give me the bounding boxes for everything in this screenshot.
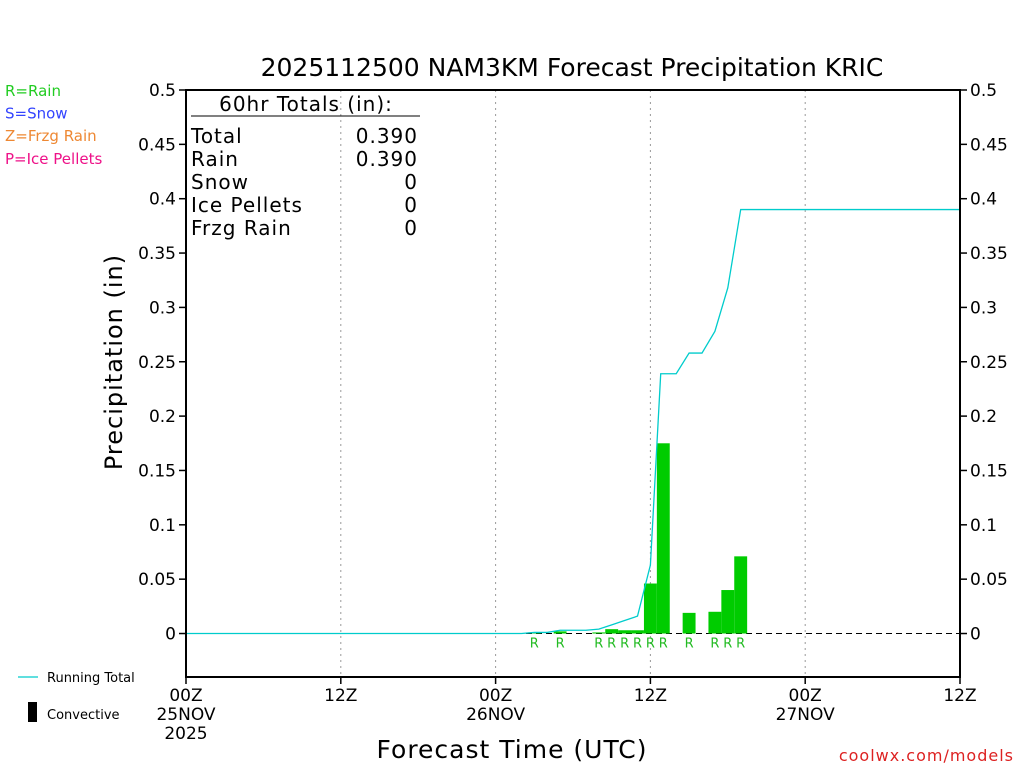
x-tick-label: 26NOV	[466, 705, 525, 725]
precip-type-letter: R	[659, 637, 668, 652]
y-tick-label-right: 0	[970, 625, 981, 645]
y-tick-label-right: 0.35	[970, 244, 1008, 264]
precip-type-letter: R	[556, 637, 565, 652]
convective-legend-label: Convective	[47, 708, 120, 723]
y-tick-label-left: 0.35	[138, 244, 176, 264]
bar-hour-43	[734, 556, 748, 634]
totals-row-value: 0.390	[356, 124, 418, 148]
plot-frame	[185, 89, 961, 678]
convective-legend-swatch	[28, 702, 37, 722]
x-axis-title: Forecast Time (UTC)	[377, 735, 648, 764]
bar-hour-39	[682, 612, 696, 634]
chart-title: 2025112500 NAM3KM Forecast Precipitation…	[261, 53, 884, 82]
x-tick-label: 12Z	[634, 686, 667, 706]
totals-row-value: 0	[404, 170, 418, 194]
precip-type-letter: R	[633, 637, 642, 652]
y-tick-label-right: 0.5	[970, 81, 997, 101]
x-tick-label: 12Z	[943, 686, 976, 706]
y-tick-label-left: 0	[165, 625, 176, 645]
totals-panel: 60hr Totals (in): Total 0.390 Rain 0.390 Snow…	[190, 92, 420, 240]
bar-hour-34	[618, 630, 632, 634]
type-legend-item: R=Rain	[5, 82, 61, 100]
precip-type-letter: R	[620, 637, 629, 652]
y-tick-label-right: 0.05	[970, 570, 1008, 590]
precip-type-letter: R	[607, 637, 616, 652]
y-tick-label-right: 0.1	[970, 516, 997, 536]
y-tick-label-right: 0.4	[970, 190, 997, 210]
x-tick-label: 00Z	[479, 686, 512, 706]
precip-type-letter: R	[530, 637, 539, 652]
bar-hour-36	[643, 583, 657, 634]
y-tick-label-left: 0.15	[138, 461, 176, 481]
totals-row-value: 0	[404, 193, 418, 217]
bar-series	[527, 443, 748, 634]
running-total-line	[186, 208, 960, 635]
totals-row-label: Total	[190, 124, 243, 148]
type-legend-item: Z=Frzg Rain	[5, 127, 97, 145]
y-tick-label-left: 0.3	[149, 298, 176, 318]
bar-hour-35	[631, 630, 644, 634]
y-tick-label-right: 0.2	[970, 407, 997, 427]
precip-type-letter: R	[685, 637, 694, 652]
y-tick-label-left: 0.25	[138, 353, 176, 373]
precip-type-legend: R=Rain S=Snow Z=Frzg Rain P=Ice Pellets	[5, 82, 102, 168]
precip-type-letter: R	[594, 637, 603, 652]
bar-hour-32	[592, 632, 606, 634]
running-total-legend-label: Running Total	[47, 671, 135, 686]
precip-type-letter: R	[723, 637, 732, 652]
series-legend: Running Total Convective	[18, 671, 135, 723]
y-axis-title: Precipitation (in)	[100, 254, 128, 470]
grid-lines	[340, 90, 806, 677]
totals-row-label: Rain	[191, 147, 239, 171]
y-tick-label-left: 0.45	[138, 135, 176, 155]
totals-row-label: Frzg Rain	[191, 216, 292, 240]
bar-hour-29	[553, 631, 567, 634]
totals-row-label: Ice Pellets	[191, 193, 303, 217]
y-tick-label-right: 0.3	[970, 298, 997, 318]
precip-type-letter: R	[646, 637, 655, 652]
y-tick-label-right: 0.45	[970, 135, 1008, 155]
y-tick-label-left: 0.4	[149, 190, 176, 210]
x-tick-label: 2025	[164, 724, 207, 744]
precip-type-letter: R	[736, 637, 745, 652]
type-legend-item: P=Ice Pellets	[5, 150, 102, 168]
totals-row-value: 0.390	[356, 147, 418, 171]
x-tick-label: 00Z	[789, 686, 822, 706]
source-credit: coolwx.com/models	[839, 746, 1014, 765]
y-tick-label-right: 0.15	[970, 461, 1008, 481]
y-tick-label-left: 0.5	[149, 81, 176, 101]
bar-hour-41	[708, 611, 722, 634]
y-tick-label-left: 0.2	[149, 407, 176, 427]
x-tick-label: 00Z	[169, 686, 202, 706]
bar-hour-33	[605, 629, 619, 634]
y-tick-label-left: 0.1	[149, 516, 176, 536]
y-axis-left: 0 0.05 0.1 0.15 0.2 0.25 0.3 0.35 0.4 0.45 0.5	[138, 81, 186, 645]
type-legend-item: S=Snow	[5, 105, 68, 123]
y-tick-label-left: 0.05	[138, 570, 176, 590]
bar-hour-37	[656, 443, 670, 634]
x-tick-label: 25NOV	[156, 705, 215, 725]
bar-hour-42	[721, 590, 735, 634]
totals-heading: 60hr Totals (in):	[219, 92, 393, 116]
precip-type-letter: R	[710, 637, 719, 652]
y-axis-right: 0 0.05 0.1 0.15 0.2 0.25 0.3 0.35 0.4 0.45 0.5	[960, 81, 1008, 645]
totals-row-value: 0	[404, 216, 418, 240]
x-tick-label: 27NOV	[776, 705, 835, 725]
y-tick-label-right: 0.25	[970, 353, 1008, 373]
totals-row-label: Snow	[191, 170, 249, 194]
x-tick-label: 12Z	[324, 686, 357, 706]
